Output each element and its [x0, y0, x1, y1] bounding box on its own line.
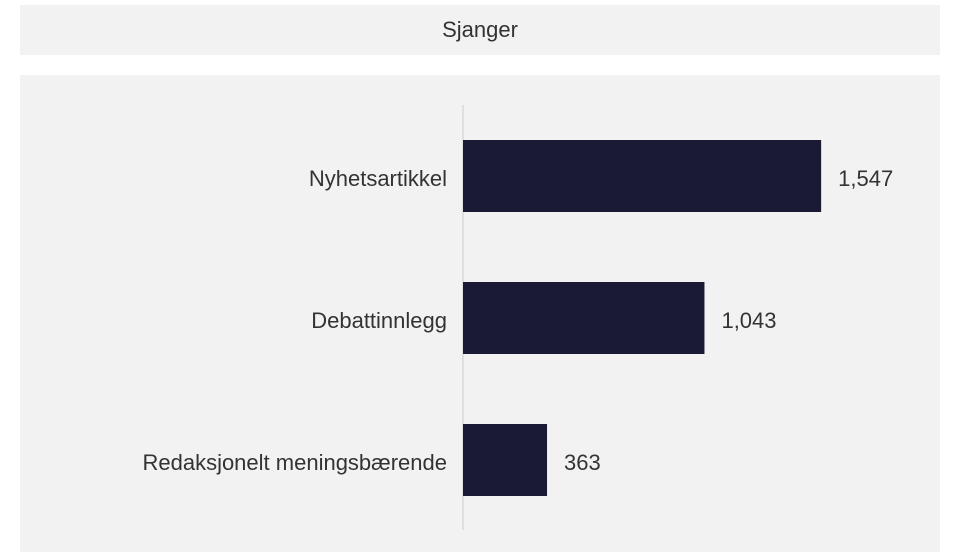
category-label: Redaksjonelt meningsbærende — [142, 450, 447, 475]
bar — [463, 140, 822, 212]
value-label: 1,043 — [721, 308, 776, 333]
value-label: 1,547 — [838, 166, 893, 191]
bar — [463, 282, 705, 354]
category-label: Nyhetsartikkel — [309, 166, 447, 191]
category-label: Debattinnlegg — [311, 308, 447, 333]
chart-title: Sjanger — [442, 17, 518, 42]
value-label: 363 — [564, 450, 601, 475]
header-bar — [20, 5, 940, 55]
bar — [463, 424, 548, 496]
